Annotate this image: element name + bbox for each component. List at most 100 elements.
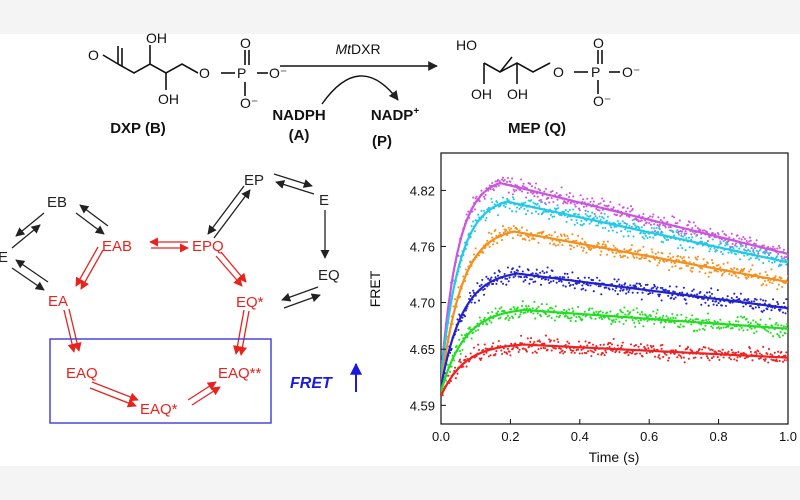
- data-point: [523, 207, 526, 210]
- data-point: [680, 267, 683, 270]
- data-point: [547, 278, 550, 281]
- data-point: [456, 372, 459, 375]
- data-point: [622, 206, 625, 209]
- data-point: [631, 291, 634, 294]
- data-point: [755, 330, 758, 333]
- data-point: [686, 224, 690, 227]
- data-point: [639, 220, 642, 223]
- data-point: [588, 341, 591, 344]
- data-point: [709, 295, 712, 298]
- data-point: [469, 352, 472, 355]
- data-point: [511, 347, 514, 350]
- data-point: [735, 359, 738, 362]
- data-point: [523, 276, 526, 279]
- data-point: [750, 300, 753, 303]
- data-point: [743, 237, 747, 240]
- node-eaq-star: EAQ*: [140, 401, 178, 418]
- data-point: [642, 232, 645, 235]
- data-point: [492, 189, 495, 192]
- data-point: [766, 308, 769, 311]
- data-point: [460, 319, 463, 323]
- data-point: [572, 283, 575, 286]
- data-point: [767, 260, 771, 263]
- data-point: [545, 234, 548, 237]
- data-point: [561, 349, 564, 352]
- data-point: [515, 206, 519, 209]
- data-point: [511, 177, 514, 180]
- data-point: [677, 247, 680, 250]
- data-point: [646, 344, 649, 347]
- data-point: [539, 271, 542, 274]
- data-point: [739, 258, 742, 261]
- data-point: [546, 315, 549, 318]
- data-point: [639, 343, 642, 346]
- data-point: [666, 220, 669, 223]
- data-point: [763, 279, 766, 283]
- data-point: [550, 349, 553, 352]
- node-eab: EAB: [102, 238, 132, 255]
- data-point: [520, 334, 523, 337]
- data-point: [762, 309, 766, 312]
- data-point: [572, 349, 575, 352]
- data-point: [567, 237, 570, 240]
- data-point: [667, 269, 671, 272]
- data-point: [534, 182, 538, 185]
- data-point: [544, 334, 547, 337]
- data-point: [591, 343, 595, 346]
- data-point: [536, 312, 539, 315]
- data-point: [562, 284, 565, 287]
- data-point: [530, 237, 533, 240]
- data-point: [583, 310, 586, 313]
- data-point: [658, 261, 661, 264]
- data-point: [555, 281, 558, 284]
- data-point: [691, 236, 694, 239]
- data-point: [685, 316, 688, 319]
- data-point: [570, 351, 573, 354]
- data-point: [606, 219, 609, 222]
- data-point: [770, 309, 773, 312]
- data-point: [613, 255, 616, 258]
- data-point: [689, 318, 692, 321]
- data-point: [766, 274, 769, 277]
- data-point: [531, 307, 534, 310]
- data-point: [729, 358, 733, 361]
- data-point: [702, 346, 705, 349]
- data-point: [620, 344, 623, 347]
- data-point: [458, 350, 462, 353]
- data-point: [754, 351, 757, 354]
- data-point: [707, 347, 710, 350]
- data-point: [455, 344, 458, 347]
- data-point: [553, 339, 556, 342]
- data-point: [699, 240, 702, 243]
- y-axis-label: FRET: [367, 270, 383, 307]
- data-point: [726, 295, 729, 298]
- data-point: [569, 283, 572, 287]
- data-point: [705, 355, 709, 358]
- data-point: [744, 244, 747, 247]
- data-point: [785, 325, 788, 328]
- data-point: [739, 352, 742, 355]
- data-point: [676, 356, 679, 359]
- data-point: [705, 263, 708, 266]
- data-point: [731, 268, 734, 271]
- data-point: [596, 353, 600, 356]
- data-point: [513, 270, 516, 274]
- data-point: [651, 215, 654, 218]
- data-point: [477, 213, 480, 216]
- data-point: [641, 355, 644, 358]
- data-point: [650, 287, 653, 290]
- data-point: [556, 198, 559, 201]
- data-point: [672, 316, 675, 319]
- data-point: [742, 329, 745, 332]
- data-point: [586, 214, 589, 217]
- data-point: [661, 252, 664, 255]
- data-point: [632, 309, 635, 312]
- data-point: [534, 317, 537, 320]
- data-point: [618, 283, 621, 286]
- data-point: [503, 310, 506, 313]
- data-point: [749, 257, 752, 260]
- data-point: [582, 222, 585, 225]
- data-point: [458, 360, 461, 363]
- data-point: [549, 242, 552, 245]
- data-point: [624, 254, 627, 258]
